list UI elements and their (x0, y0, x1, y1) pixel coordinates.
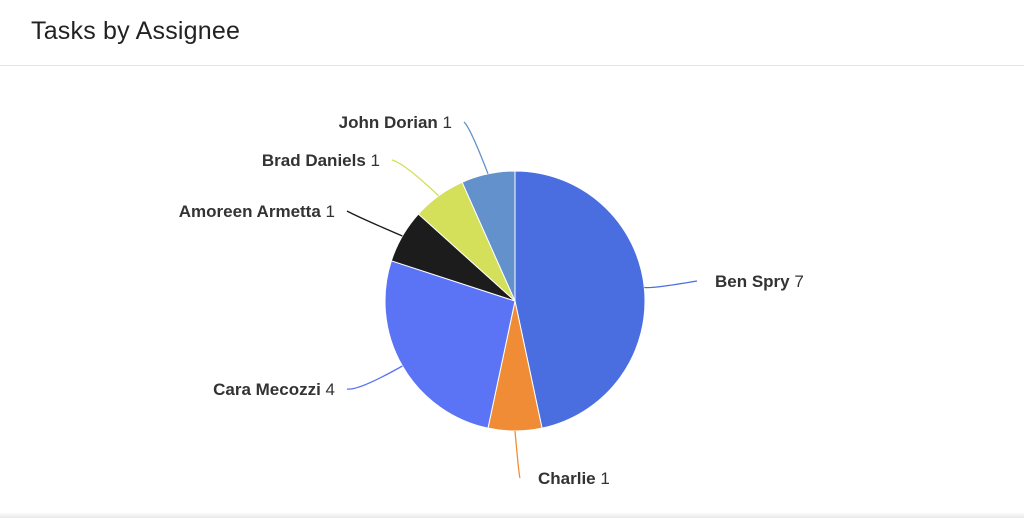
connector-john-dorian (463, 121, 489, 175)
chart-area: Ben Spry 7 Charlie 1 Cara Mecozzi 4 Amoreen… (0, 67, 1024, 518)
chart-title: Tasks by Assignee (31, 17, 241, 45)
pie-slice-cara-mecozzi[interactable] (384, 260, 516, 429)
data-label-name: Cara Mecozzi (213, 380, 321, 399)
bottom-shadow (0, 512, 1024, 518)
data-label-name: Brad Daniels (262, 151, 366, 170)
connector-amoreen-armetta (346, 210, 403, 237)
connector-charlie (514, 430, 521, 479)
data-label-charlie: Charlie 1 (538, 469, 610, 488)
label-connectors (346, 121, 698, 479)
data-labels: Ben Spry 7 Charlie 1 Cara Mecozzi 4 Amoreen… (179, 113, 804, 488)
pie-slice-john-dorian[interactable] (461, 170, 516, 302)
data-label-name: Ben Spry (715, 272, 790, 291)
data-label-ben-spry: Ben Spry 7 (715, 272, 804, 291)
connector-cara-mecozzi (346, 365, 403, 390)
data-label-value: 4 (321, 380, 335, 399)
data-label-value: 1 (596, 469, 610, 488)
data-label-value: 7 (790, 272, 804, 291)
connector-brad-daniels (391, 159, 440, 197)
pie-slice-ben-spry[interactable] (514, 170, 646, 429)
data-label-value: 1 (366, 151, 380, 170)
data-label-name: Charlie (538, 469, 596, 488)
pie-slices (384, 170, 646, 432)
connector-ben-spry (644, 280, 698, 289)
data-label-john-dorian: John Dorian 1 (339, 113, 452, 132)
data-label-brad-daniels: Brad Daniels 1 (262, 151, 380, 170)
card-header: Tasks by Assignee (0, 0, 1024, 66)
pie-chart: Ben Spry 7 Charlie 1 Cara Mecozzi 4 Amoreen… (179, 113, 804, 488)
data-label-value: 1 (321, 202, 335, 221)
data-label-name: Amoreen Armetta (179, 202, 322, 221)
data-label-amoreen-armetta: Amoreen Armetta 1 (179, 202, 335, 221)
data-label-name: John Dorian (339, 113, 438, 132)
data-label-cara-mecozzi: Cara Mecozzi 4 (213, 380, 335, 399)
data-label-value: 1 (438, 113, 452, 132)
